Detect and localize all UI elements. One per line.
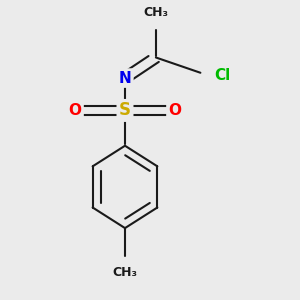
Text: O: O: [169, 103, 182, 118]
Text: CH₃: CH₃: [112, 266, 137, 279]
Text: Cl: Cl: [215, 68, 231, 82]
Text: S: S: [119, 101, 131, 119]
Text: O: O: [68, 103, 82, 118]
Text: N: N: [118, 70, 131, 86]
Text: CH₃: CH₃: [143, 6, 168, 19]
